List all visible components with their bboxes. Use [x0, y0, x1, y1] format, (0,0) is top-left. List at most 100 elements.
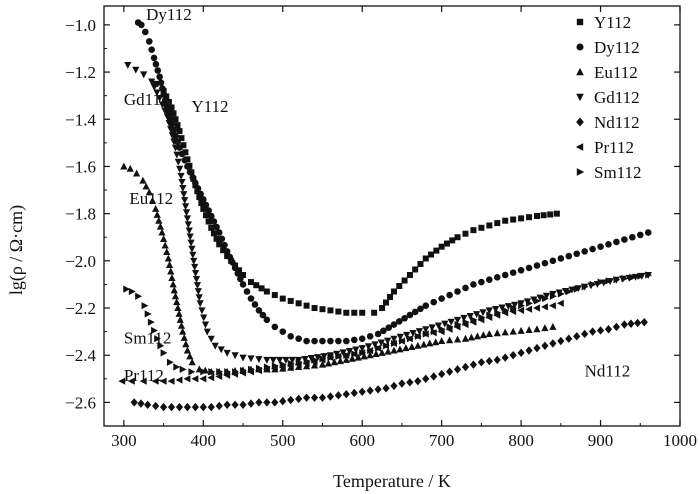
data-point — [613, 238, 620, 246]
data-point-interp — [229, 259, 236, 266]
data-point-interp — [612, 322, 621, 332]
y-tick-label: −1.8 — [65, 205, 96, 224]
data-point — [215, 229, 223, 236]
data-point-interp — [510, 216, 517, 223]
data-point-interp — [525, 264, 533, 272]
data-point — [343, 309, 350, 316]
legend-marker-Dy112 — [576, 43, 584, 51]
data-point — [509, 327, 517, 335]
data-point-interp — [174, 122, 181, 129]
data-point-interp — [157, 79, 165, 86]
plot-frame — [103, 5, 681, 427]
data-point-interp — [180, 142, 187, 149]
annotation-layer: Dy112 Gd112 Y112 Eu112 Sm112 Pr112 Nd112 — [124, 5, 630, 385]
data-point — [164, 254, 172, 262]
data-point — [573, 332, 581, 341]
data-point — [145, 38, 153, 45]
data-point — [142, 28, 149, 36]
x-tick-label: 1000 — [663, 431, 697, 450]
data-point-interp — [263, 398, 271, 407]
data-point — [517, 306, 525, 314]
data-point-interp — [433, 247, 440, 254]
data-point — [581, 283, 589, 291]
data-point — [461, 334, 470, 342]
data-point — [132, 66, 140, 74]
data-point-interp — [182, 149, 189, 156]
data-point — [374, 330, 382, 338]
data-point — [179, 365, 187, 373]
x-tick-label: 500 — [270, 431, 296, 450]
data-point — [139, 176, 147, 184]
data-point — [176, 128, 183, 135]
data-point — [169, 280, 177, 288]
data-point-interp — [479, 309, 487, 317]
data-point — [118, 377, 126, 385]
data-point-interp — [636, 231, 644, 239]
data-point-interp — [223, 371, 231, 379]
data-point — [501, 271, 509, 279]
data-point-interp — [193, 282, 202, 290]
data-point-interp — [453, 335, 462, 343]
data-point-interp — [188, 245, 196, 253]
data-point-interp — [517, 326, 525, 334]
data-point-interp — [259, 311, 267, 319]
data-point-interp — [155, 216, 163, 224]
legend-marker-Pr112 — [575, 143, 584, 151]
data-point — [240, 271, 247, 278]
data-point — [150, 54, 158, 62]
data-point-interp — [384, 337, 392, 345]
data-point — [144, 400, 152, 409]
data-point — [629, 273, 637, 281]
data-point — [334, 391, 342, 400]
data-point — [295, 335, 302, 342]
data-point-interp — [159, 377, 167, 385]
data-point-interp — [432, 338, 440, 346]
data-point — [343, 337, 350, 345]
data-point-interp — [178, 150, 186, 158]
annotation-Y112: Y112 — [191, 97, 228, 116]
data-point — [470, 227, 477, 234]
data-point-interp — [178, 135, 185, 142]
data-point-interp — [310, 361, 319, 369]
data-point-interp — [428, 251, 435, 258]
data-point-interp — [210, 218, 218, 225]
data-point — [359, 349, 367, 357]
x-tick-label: 700 — [429, 431, 455, 450]
data-point — [644, 229, 652, 236]
data-point-interp — [401, 277, 408, 284]
data-point-interp — [175, 310, 183, 317]
data-point-interp — [384, 347, 392, 355]
data-point — [390, 339, 398, 348]
data-point-interp — [634, 318, 642, 328]
data-point — [406, 271, 413, 278]
data-point — [152, 205, 160, 212]
legend-label-Y112: Y112 — [594, 13, 631, 32]
data-point — [533, 325, 541, 333]
data-point — [207, 402, 215, 412]
data-point-interp — [589, 245, 596, 253]
data-point — [196, 300, 204, 308]
data-point-interp — [182, 209, 191, 217]
data-point — [203, 328, 211, 336]
data-point — [390, 321, 398, 328]
data-point — [239, 281, 247, 288]
legend: Y112 Dy112 Eu112 Gd112 Nd112 Pr112 Sm112 — [575, 13, 642, 182]
data-point-interp — [449, 237, 456, 244]
data-point-interp — [372, 350, 380, 358]
data-point-interp — [158, 101, 166, 109]
data-point-interp — [269, 356, 277, 364]
data-point-interp — [202, 201, 210, 209]
data-point — [135, 292, 143, 300]
data-point-interp — [342, 389, 350, 399]
data-point-interp — [208, 368, 216, 376]
data-point — [470, 281, 477, 288]
data-point-interp — [165, 98, 172, 105]
data-point-interp — [428, 324, 436, 332]
data-point — [502, 306, 510, 314]
data-point — [279, 295, 286, 302]
y-tick-label: −1.6 — [65, 157, 96, 176]
data-point — [390, 346, 398, 354]
data-point — [123, 285, 131, 293]
data-point-interp — [302, 362, 311, 370]
